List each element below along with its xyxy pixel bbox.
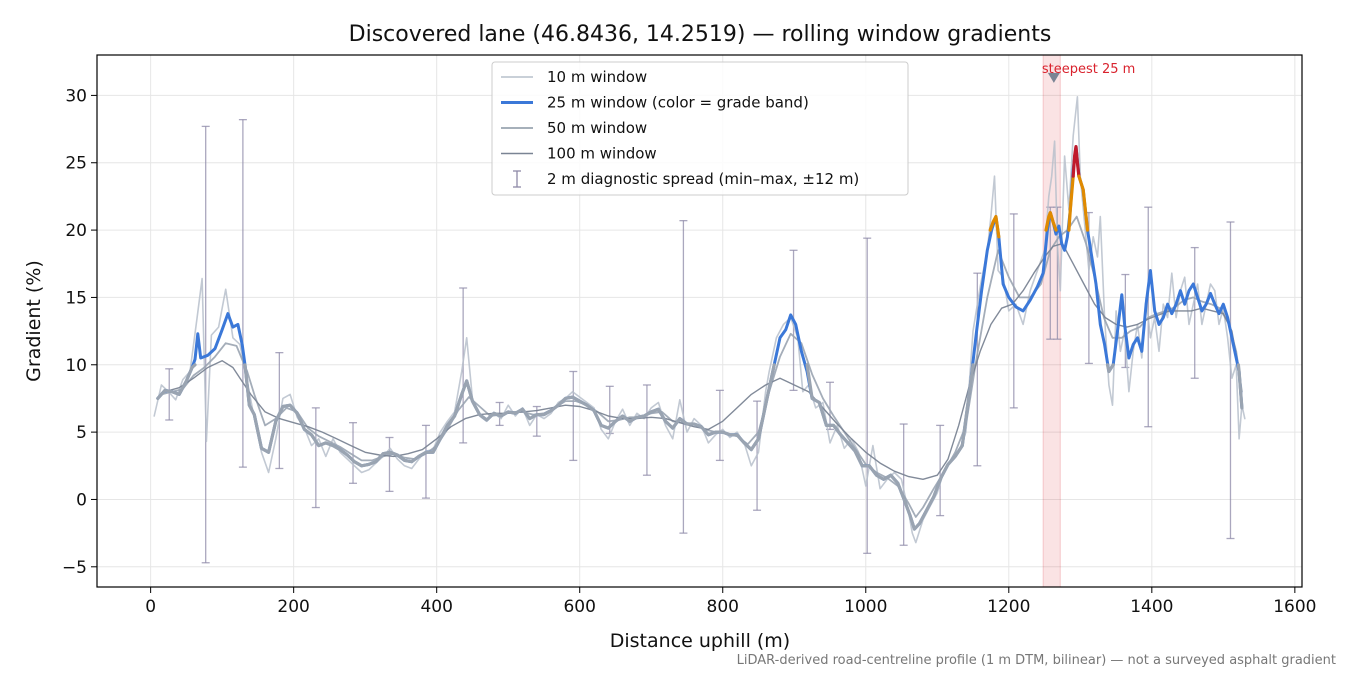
y-tick-label: 10 bbox=[65, 356, 87, 376]
x-tick-label: 1000 bbox=[844, 597, 887, 617]
steepest-marker-triangle bbox=[1047, 72, 1060, 83]
x-tick-label: 1600 bbox=[1273, 597, 1316, 617]
y-tick-label: 15 bbox=[65, 288, 87, 308]
grade-band-very_steep bbox=[1071, 145, 1081, 178]
y-tick-label: 20 bbox=[65, 221, 87, 241]
legend-label: 100 m window bbox=[547, 145, 657, 163]
legend: 10 m window 25 m window (color = grade ba… bbox=[491, 61, 909, 196]
series-line-50m bbox=[160, 215, 1243, 518]
axis-ticks: 0 200 400 600 800 1000 1200 1400 1600 −5 0 5 10 15 20 2… bbox=[62, 86, 1317, 617]
legend-label: 25 m window (color = grade band) bbox=[547, 94, 809, 112]
legend-box bbox=[491, 61, 909, 196]
grade-band-low bbox=[1105, 363, 1115, 374]
x-tick-label: 200 bbox=[277, 597, 309, 617]
grade-band-low bbox=[243, 363, 776, 468]
legend-label: 50 m window bbox=[547, 119, 647, 137]
legend-label: 10 m window bbox=[547, 68, 647, 86]
steepest-marker: steepest 25 m bbox=[1042, 62, 1135, 83]
footnote: LiDAR-derived road-centreline profile (1… bbox=[737, 653, 1336, 668]
legend-label: 2 m diagnostic spread (min–max, ±12 m) bbox=[547, 170, 859, 188]
grade-band-low bbox=[156, 363, 197, 400]
grade-band-low bbox=[1236, 363, 1244, 410]
grade-band-steep bbox=[988, 215, 1001, 239]
x-tick-label: 600 bbox=[563, 597, 595, 617]
y-tick-label: −5 bbox=[62, 558, 87, 578]
grade-band-low bbox=[805, 363, 975, 531]
chart-title: Discovered lane (46.8436, 14.2519) — rol… bbox=[349, 22, 1052, 47]
x-tick-label: 800 bbox=[707, 597, 739, 617]
x-tick-label: 0 bbox=[145, 597, 156, 617]
series-line-25m bbox=[156, 145, 1244, 531]
x-tick-label: 1200 bbox=[987, 597, 1030, 617]
grade-band-steep bbox=[1044, 211, 1058, 232]
y-tick-label: 25 bbox=[65, 154, 87, 174]
y-tick-label: 5 bbox=[76, 423, 87, 443]
x-tick-label: 400 bbox=[420, 597, 452, 617]
y-tick-label: 30 bbox=[65, 86, 87, 106]
plot-frame bbox=[96, 54, 1303, 588]
grade-band-steep bbox=[1067, 174, 1075, 232]
series-line-100m bbox=[164, 242, 1240, 480]
y-tick-label: 0 bbox=[76, 490, 87, 510]
y-axis-label: Gradient (%) bbox=[23, 260, 45, 382]
steepest-label: steepest 25 m bbox=[1042, 62, 1135, 77]
x-tick-label: 1400 bbox=[1130, 597, 1173, 617]
x-axis-label: Distance uphill (m) bbox=[610, 630, 790, 652]
grade-band-segments bbox=[156, 145, 1244, 531]
grade-band-steep bbox=[1077, 174, 1090, 232]
series-line-10m bbox=[153, 96, 1246, 544]
